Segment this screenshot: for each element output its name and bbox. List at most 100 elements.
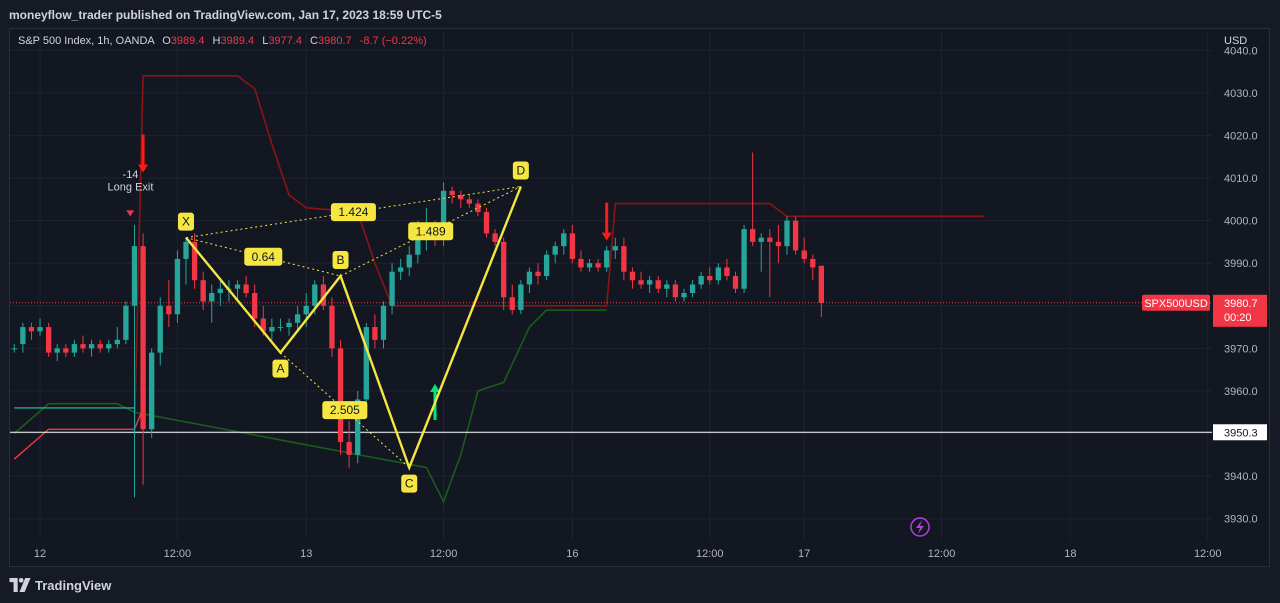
candle-body[interactable]: [235, 284, 240, 288]
candle-body[interactable]: [252, 293, 257, 319]
candle-body[interactable]: [72, 344, 77, 353]
ratio-label: 1.489: [416, 224, 446, 238]
candle-body[interactable]: [733, 276, 738, 289]
candle-body[interactable]: [115, 340, 120, 344]
candle-body[interactable]: [304, 306, 309, 315]
candle-body[interactable]: [149, 353, 154, 430]
candle-body[interactable]: [698, 276, 703, 285]
candle-body[interactable]: [286, 323, 291, 327]
candle-body[interactable]: [810, 259, 815, 268]
candle-body[interactable]: [518, 284, 523, 310]
candle-body[interactable]: [20, 327, 25, 344]
candle-body[interactable]: [312, 284, 317, 305]
y-tick-label: 4010.0: [1224, 173, 1258, 185]
candle-body[interactable]: [561, 233, 566, 246]
candle-body[interactable]: [707, 276, 712, 280]
candle-body[interactable]: [398, 267, 403, 271]
candle-body[interactable]: [673, 284, 678, 297]
candle-body[interactable]: [578, 259, 583, 268]
candle-body[interactable]: [140, 246, 145, 429]
candle-body[interactable]: [218, 289, 223, 293]
candle-body[interactable]: [638, 280, 643, 284]
candle-body[interactable]: [132, 246, 137, 306]
candle-body[interactable]: [613, 246, 618, 250]
candle-body[interactable]: [802, 250, 807, 259]
candle-body[interactable]: [201, 280, 206, 301]
candle-body[interactable]: [329, 306, 334, 349]
harmonic-pattern-line[interactable]: [186, 187, 521, 468]
candle-body[interactable]: [467, 199, 472, 203]
candle-body[interactable]: [527, 272, 532, 285]
candle-body[interactable]: [97, 344, 102, 348]
candle-body[interactable]: [29, 327, 34, 331]
x-tick-label: 18: [1064, 548, 1076, 560]
candle-body[interactable]: [681, 293, 686, 297]
candle-body[interactable]: [89, 344, 94, 348]
candle-body[interactable]: [269, 327, 274, 331]
candle-body[interactable]: [166, 306, 171, 315]
candle-body[interactable]: [544, 255, 549, 276]
candle-body[interactable]: [570, 233, 575, 259]
candle-body[interactable]: [183, 242, 188, 259]
candle-body[interactable]: [501, 242, 506, 297]
candle-body[interactable]: [209, 293, 214, 302]
candle-body[interactable]: [123, 306, 128, 340]
candle-body[interactable]: [647, 280, 652, 284]
candle-body[interactable]: [587, 263, 592, 267]
candle-body[interactable]: [767, 238, 772, 242]
candle-body[interactable]: [716, 267, 721, 280]
candle-body[interactable]: [492, 233, 497, 242]
pattern-point-label: D: [517, 164, 526, 178]
candle-body[interactable]: [535, 272, 540, 276]
candle-body[interactable]: [372, 327, 377, 340]
candle-body[interactable]: [364, 327, 369, 399]
candle-body[interactable]: [80, 344, 85, 348]
candle-body[interactable]: [389, 272, 394, 306]
pattern-point-label: X: [182, 215, 190, 229]
candle-body[interactable]: [784, 221, 789, 247]
candle-body[interactable]: [450, 191, 455, 195]
pattern-point-label: A: [276, 362, 284, 376]
candle-body[interactable]: [776, 242, 781, 246]
candle-body[interactable]: [475, 204, 480, 213]
y-tick-label: 4000.0: [1224, 216, 1258, 228]
candle-body[interactable]: [759, 238, 764, 242]
candle-body[interactable]: [55, 348, 60, 352]
candle-body[interactable]: [295, 314, 300, 323]
x-tick-label: 12:00: [1194, 548, 1222, 560]
candle-body[interactable]: [63, 348, 68, 352]
close-value: 3980.7: [318, 35, 352, 47]
y-tick-label: 4040.0: [1224, 45, 1258, 57]
candle-body[interactable]: [484, 212, 489, 233]
candle-body[interactable]: [819, 266, 824, 303]
candle-body[interactable]: [346, 442, 351, 455]
candle-body[interactable]: [46, 327, 51, 353]
candle-body[interactable]: [595, 263, 600, 267]
candle-body[interactable]: [724, 267, 729, 276]
candle-body[interactable]: [278, 327, 283, 328]
candle-body[interactable]: [175, 259, 180, 314]
candle-body[interactable]: [690, 284, 695, 293]
candle-body[interactable]: [338, 348, 343, 442]
candle-body[interactable]: [630, 272, 635, 281]
candle-body[interactable]: [510, 297, 515, 310]
candle-body[interactable]: [793, 221, 798, 251]
candle-body[interactable]: [750, 229, 755, 242]
candle-body[interactable]: [12, 348, 17, 349]
y-tick-label: 3990.0: [1224, 258, 1258, 270]
candle-body[interactable]: [621, 246, 626, 272]
candle-body[interactable]: [243, 284, 248, 293]
candle-body[interactable]: [37, 327, 42, 331]
candle-body[interactable]: [741, 229, 746, 289]
candle-body[interactable]: [407, 255, 412, 268]
candle-body[interactable]: [106, 344, 111, 348]
candle-body[interactable]: [553, 246, 558, 255]
footer-brand[interactable]: TradingView: [35, 578, 111, 593]
candle-body[interactable]: [656, 280, 661, 289]
candle-body[interactable]: [604, 250, 609, 267]
candle-body[interactable]: [381, 306, 386, 340]
candle-body[interactable]: [664, 284, 669, 288]
tradingview-logo-icon[interactable]: [9, 578, 31, 592]
candle-body[interactable]: [158, 306, 163, 353]
